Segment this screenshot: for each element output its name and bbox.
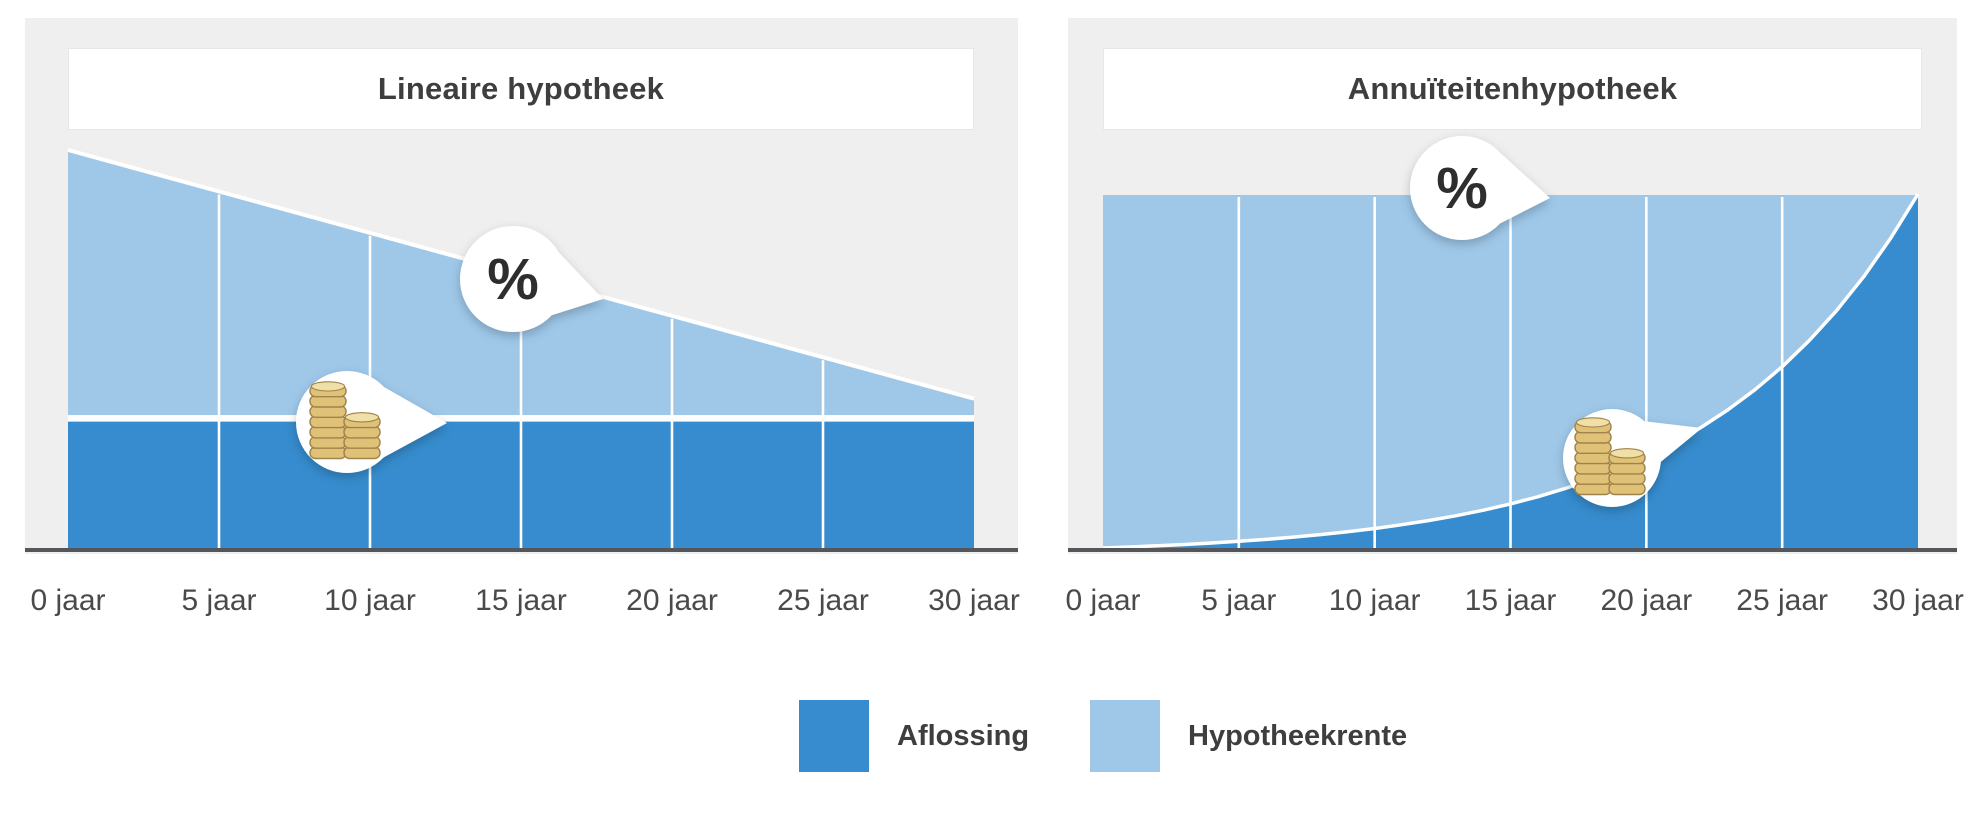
lineaire-chart: %: [67, 148, 975, 549]
legend-item-hypotheekrente: Hypotheekrente: [1090, 700, 1407, 772]
coins-callout: [1563, 409, 1702, 507]
legend-label-hypotheekrente: Hypotheekrente: [1188, 719, 1408, 752]
x-tick-label: 10 jaar: [1328, 584, 1421, 617]
x-tick-label: 5 jaar: [181, 584, 257, 617]
callout-bubble: [1410, 136, 1514, 240]
legend-item-aflossing: Aflossing: [799, 700, 1029, 772]
chart-title-lineaire-text: Lineaire hypotheek: [377, 71, 665, 106]
x-tick-label: 25 jaar: [1736, 584, 1829, 617]
callout-bubble: [460, 226, 566, 332]
coins-icon: [1574, 417, 1646, 496]
chart-panel-annuiteiten: Annuïteitenhypotheek %: [1068, 18, 1957, 554]
legend-label-aflossing: Aflossing: [897, 719, 1030, 752]
percent-callout: %: [1410, 136, 1550, 240]
x-tick-label: 15 jaar: [475, 584, 567, 617]
percent-symbol: %: [1436, 156, 1488, 221]
x-tick-label: 10 jaar: [324, 584, 416, 617]
x-tick-label: 5 jaar: [1201, 584, 1277, 617]
legend-swatch-hypotheekrente: [1090, 700, 1160, 772]
percent-symbol: %: [487, 247, 539, 312]
coin-top: [1609, 448, 1645, 459]
x-tick-label: 25 jaar: [777, 584, 869, 617]
percent-callout: %: [460, 226, 603, 332]
x-tick-label: 0 jaar: [1065, 584, 1141, 617]
x-axis-line-right: [1068, 548, 1957, 552]
chart-title-lineaire: Lineaire hypotheek: [68, 48, 974, 130]
coins-icon: [309, 381, 381, 460]
coin-top: [344, 412, 380, 423]
coins-callout: [296, 371, 447, 473]
x-tick-label: 20 jaar: [1600, 584, 1693, 617]
x-tick-label: 20 jaar: [626, 584, 718, 617]
x-tick-label: 30 jaar: [928, 584, 1020, 617]
x-tick-label: 15 jaar: [1464, 584, 1557, 617]
aflossing-curve-line: [1102, 193, 1920, 550]
chart-panel-lineaire: Lineaire hypotheek %: [25, 18, 1018, 554]
chart-title-annuiteiten-text: Annuïteitenhypotheek: [1347, 71, 1678, 106]
chart-title-annuiteiten: Annuïteitenhypotheek: [1103, 48, 1922, 130]
coin-top: [1575, 417, 1611, 428]
legend-swatch-aflossing: [799, 700, 869, 772]
callout-tail: [377, 383, 447, 461]
x-tick-label: 0 jaar: [30, 584, 106, 617]
coin-top: [310, 381, 346, 392]
x-axis-ticks-lineaire: 0 jaar 5 jaar 10 jaar 15 jaar 20 jaar 25 jaar…: [25, 584, 1020, 624]
annuiteiten-chart: %: [1102, 136, 1920, 550]
x-axis-line-left: [25, 548, 1018, 552]
x-axis-ticks-annuiteiten: 0 jaar 5 jaar 10 jaar 15 jaar 20 jaar 25 jaar…: [1065, 584, 1963, 624]
aflossing-area: [1103, 195, 1918, 549]
x-tick-label: 30 jaar: [1872, 584, 1964, 617]
